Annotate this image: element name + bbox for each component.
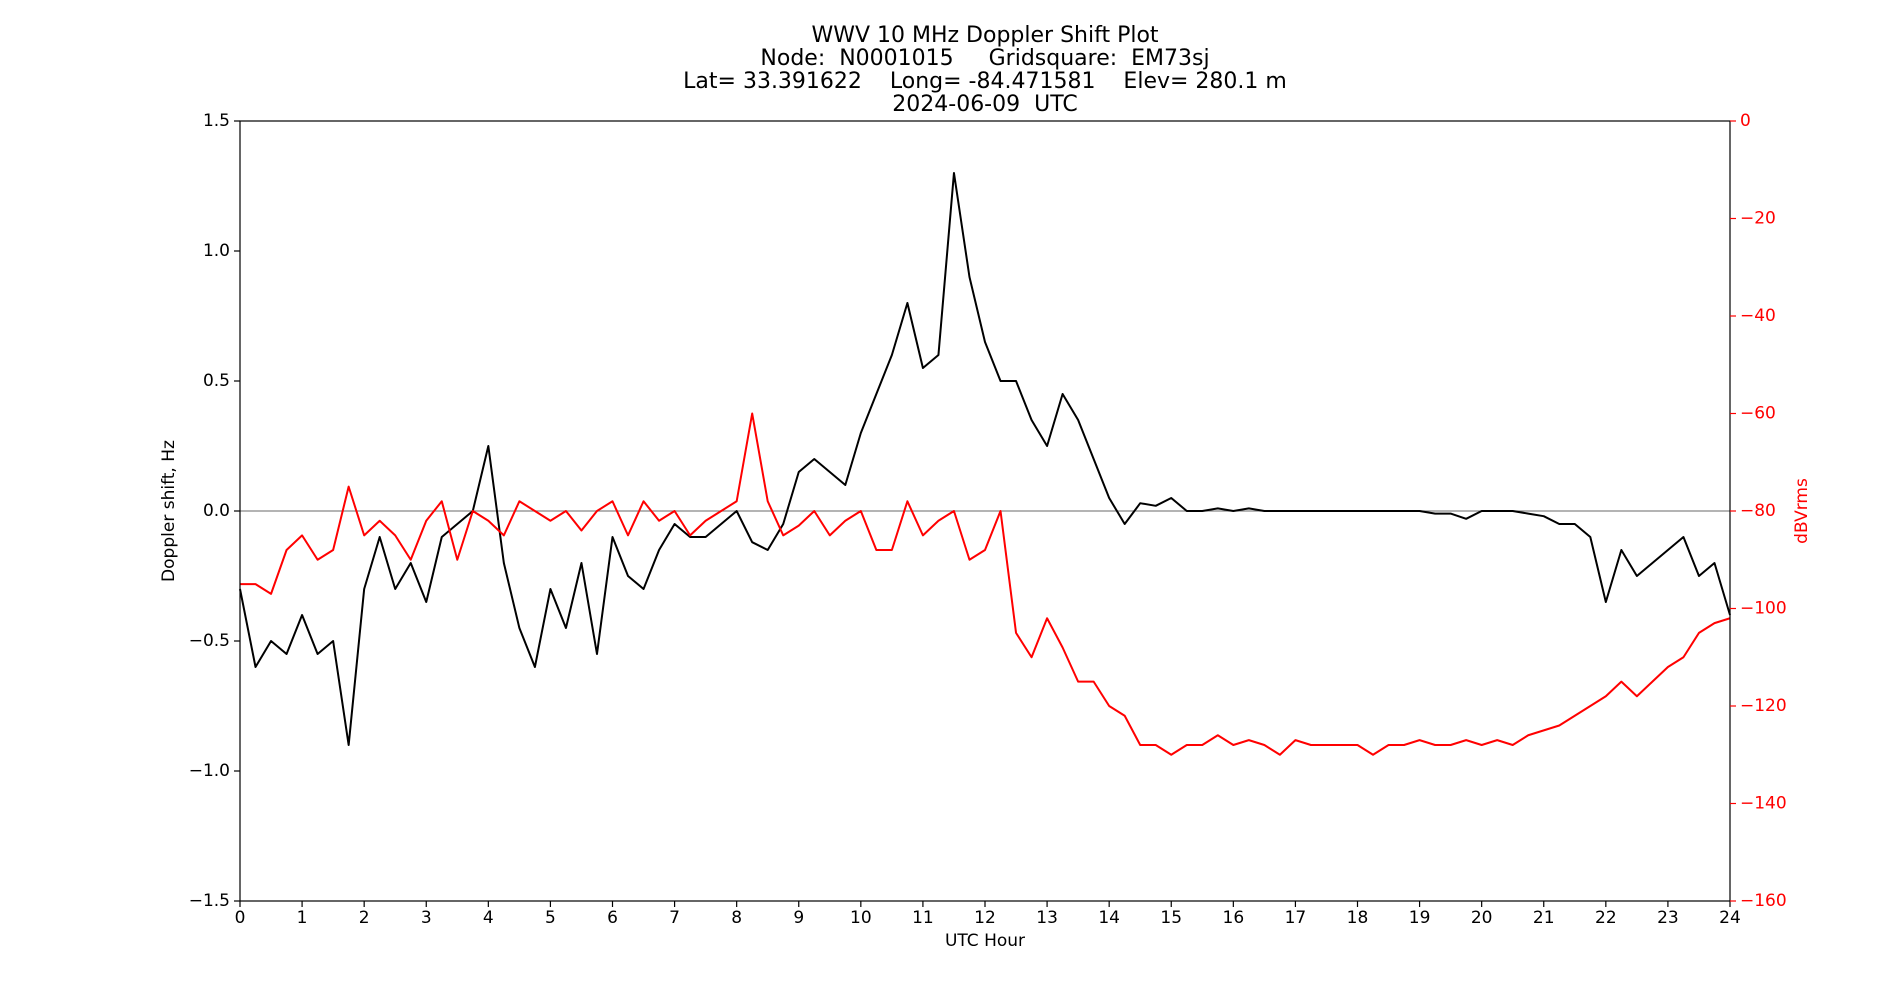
y2-tick-label: −40: [1740, 306, 1776, 326]
y-tick-label: −1.5: [189, 891, 230, 911]
x-tick-label: 21: [1533, 908, 1555, 928]
x-tick-label: 0: [235, 908, 246, 928]
y2-tick-label: −120: [1740, 696, 1787, 716]
x-tick-label: 8: [731, 908, 742, 928]
x-tick-label: 17: [1285, 908, 1307, 928]
y2-tick-label: −160: [1740, 891, 1787, 911]
x-tick-label: 6: [607, 908, 618, 928]
title-line: Node: N0001015 Gridsquare: EM73sj: [760, 46, 1209, 71]
x-tick-label: 13: [1036, 908, 1058, 928]
y2-tick-label: −20: [1740, 209, 1776, 229]
x-tick-label: 11: [912, 908, 934, 928]
x-tick-label: 3: [421, 908, 432, 928]
x-tick-label: 2: [359, 908, 370, 928]
x-tick-label: 1: [297, 908, 308, 928]
x-tick-label: 4: [483, 908, 494, 928]
y2-tick-label: −80: [1740, 501, 1776, 521]
y2-tick-label: −60: [1740, 404, 1776, 424]
title-line: Lat= 33.391622 Long= -84.471581 Elev= 28…: [683, 69, 1287, 94]
y2-axis-label: dBVrms: [1792, 478, 1812, 544]
x-tick-label: 5: [545, 908, 556, 928]
y-tick-label: 0.0: [203, 501, 230, 521]
x-axis-label: UTC Hour: [945, 931, 1025, 951]
x-tick-label: 18: [1347, 908, 1369, 928]
x-tick-label: 7: [669, 908, 680, 928]
x-tick-label: 23: [1657, 908, 1679, 928]
x-tick-label: 14: [1098, 908, 1120, 928]
x-tick-label: 20: [1471, 908, 1493, 928]
y-axis-label: Doppler shift, Hz: [159, 440, 179, 582]
title-line: WWV 10 MHz Doppler Shift Plot: [811, 23, 1158, 48]
data-line: [240, 412, 1731, 756]
title-line: 2024-06-09 UTC: [892, 92, 1077, 117]
y-tick-label: −0.5: [189, 631, 230, 651]
y2-tick-label: −140: [1740, 794, 1787, 814]
x-tick-label: 16: [1223, 908, 1245, 928]
x-tick-label: 15: [1160, 908, 1182, 928]
y-tick-label: 0.5: [203, 371, 230, 391]
y2-tick-label: 0: [1740, 111, 1751, 131]
y2-tick-label: −100: [1740, 599, 1787, 619]
data-line: [239, 172, 1731, 746]
x-tick-label: 24: [1719, 908, 1741, 928]
y-tick-label: 1.5: [203, 111, 230, 131]
x-tick-label: 12: [974, 908, 996, 928]
x-tick-label: 22: [1595, 908, 1617, 928]
x-tick-label: 10: [850, 908, 872, 928]
y-tick-label: −1.0: [189, 761, 230, 781]
x-tick-label: 9: [793, 908, 804, 928]
x-tick-label: 19: [1409, 908, 1431, 928]
y-tick-label: 1.0: [203, 241, 230, 261]
